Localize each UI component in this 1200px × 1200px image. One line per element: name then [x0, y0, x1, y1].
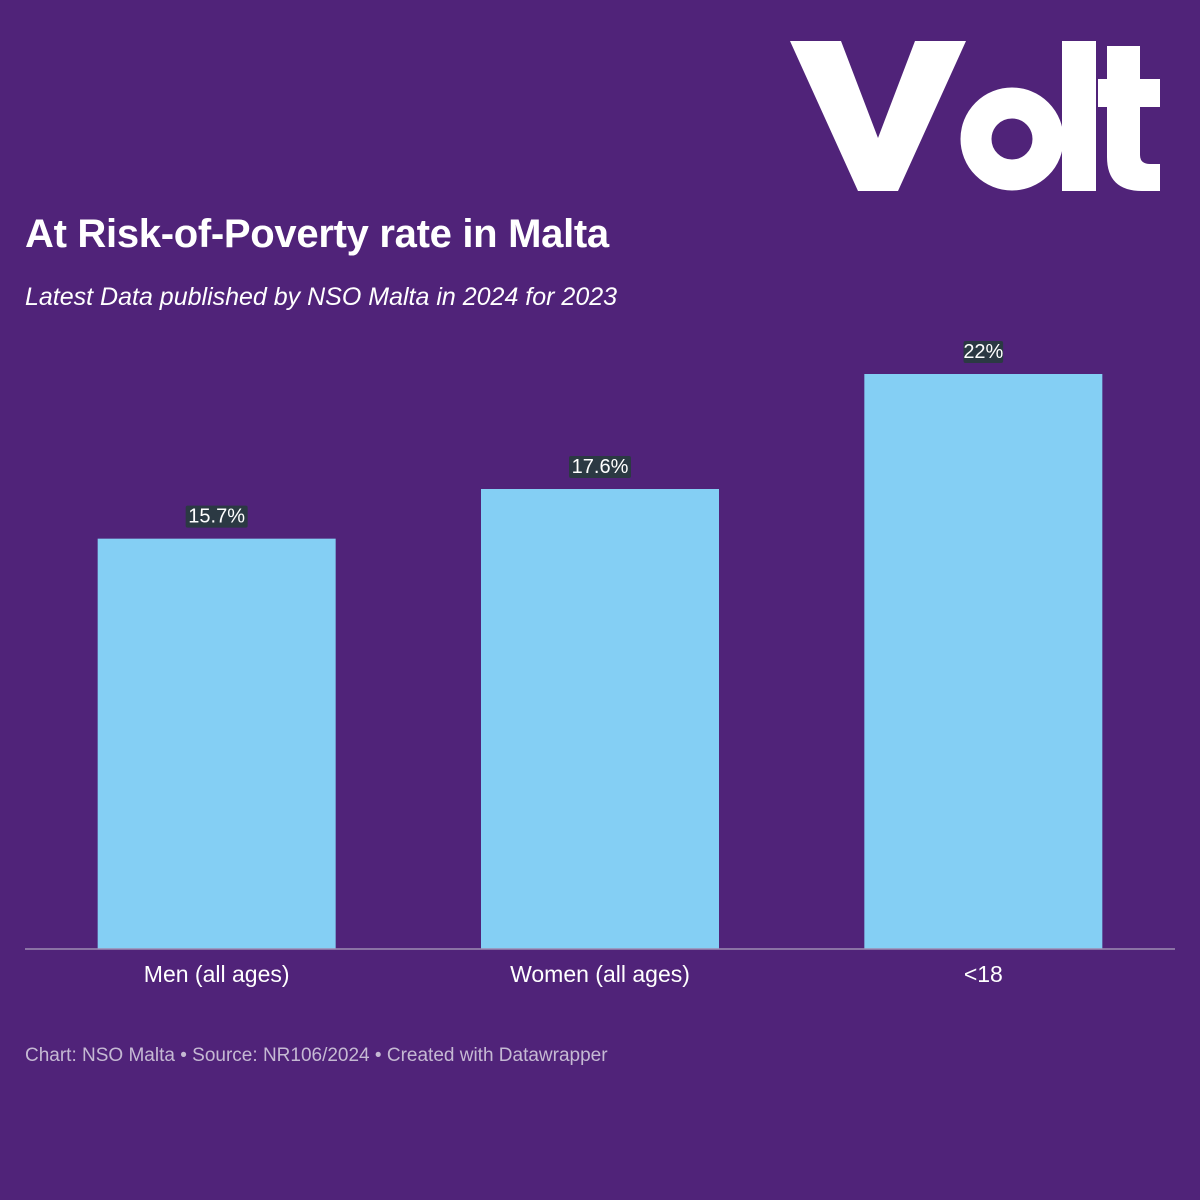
chart-title: At Risk-of-Poverty rate in Malta: [25, 212, 609, 256]
footer-source-label: Source:: [192, 1045, 258, 1066]
bar: [481, 489, 719, 949]
volt-logo: [790, 41, 1160, 191]
value-label-background: [569, 456, 631, 478]
volt-logo-v: [790, 41, 966, 191]
volt-logo-t: [1098, 46, 1160, 191]
footer-chart-credit: NSO Malta: [82, 1045, 175, 1066]
footer-chart-credit-label: Chart:: [25, 1045, 77, 1066]
x-tick-label: Men (all ages): [144, 961, 290, 987]
footer-created-with: Created with Datawrapper: [386, 1045, 608, 1066]
footer-source: NR106/2024: [262, 1045, 370, 1066]
footer-separator: •: [180, 1045, 187, 1066]
footer-separator: •: [374, 1045, 382, 1066]
volt-logo-l: [1062, 41, 1096, 191]
x-tick-label: Women (all ages): [510, 961, 690, 987]
value-label: 17.6%: [572, 456, 629, 478]
bar: [864, 374, 1103, 949]
chart-subtitle: Latest Data published by NSO Malta in 20…: [25, 283, 618, 311]
value-label-background: [185, 505, 248, 528]
volt-logo-o: [960, 87, 1064, 191]
chart-footer: Chart: NSO Malta • Source: NR106/2024 • …: [25, 1045, 608, 1067]
bar: [97, 538, 336, 949]
value-label: 15.7%: [188, 506, 245, 528]
x-tick-label: <18: [964, 961, 1003, 987]
value-label: 22%: [963, 341, 1003, 363]
value-label-background: [963, 341, 1004, 363]
